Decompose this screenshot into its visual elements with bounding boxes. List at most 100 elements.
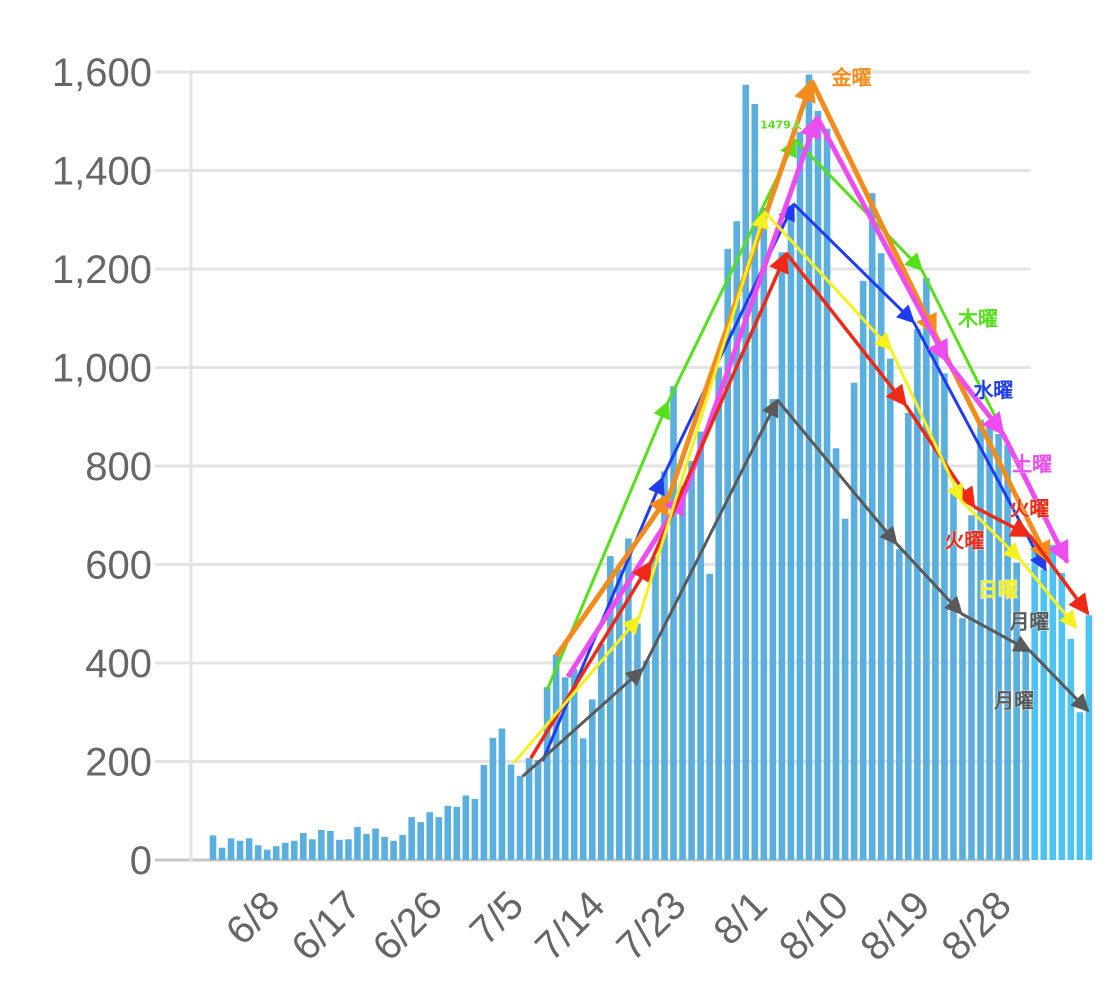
bar: [634, 623, 641, 860]
y-tick-label: 200: [85, 741, 152, 785]
weekday-trend-arrows: [512, 78, 1090, 778]
bar: [453, 806, 461, 860]
y-axis: 0 200 400 600 800 1,000 1,200 1,400 1,600: [52, 51, 193, 883]
bar: [480, 764, 488, 860]
bar: [552, 654, 560, 860]
bar: [1067, 638, 1075, 860]
bar: [336, 839, 343, 860]
bar: [850, 382, 858, 860]
bar: [408, 817, 415, 860]
bar: [507, 764, 515, 860]
bar: [841, 518, 849, 860]
bar: [661, 471, 668, 860]
bar: [318, 829, 325, 860]
bar: [679, 485, 686, 860]
trend-3: [565, 115, 1070, 679]
y-tick-label: 1,200: [52, 248, 152, 292]
bar: [877, 253, 885, 861]
bar: [254, 845, 262, 860]
bar: [281, 842, 289, 860]
trend-arrow-segment: [641, 398, 779, 670]
bar: [724, 248, 732, 860]
bar: [760, 207, 768, 860]
bar: [814, 110, 822, 861]
bar: [932, 350, 939, 860]
trend-arrow-segment: [960, 612, 1032, 653]
bar: [227, 838, 235, 860]
trend-arrow-segment: [1028, 534, 1090, 616]
bar: [616, 569, 623, 860]
trend-arrow-segment: [895, 542, 963, 616]
trend-arrow-segment: [889, 349, 963, 503]
weekday-label: 金曜: [831, 65, 872, 89]
x-axis: 6/86/176/26 7/57/147/23 8/18/108/198/28: [218, 883, 1020, 969]
y-tick-label: 400: [85, 642, 152, 686]
weekday-label: 火曜: [1009, 496, 1049, 520]
bar: [1076, 712, 1084, 860]
bar: [643, 660, 650, 860]
bar: [706, 573, 713, 860]
bar: [363, 833, 370, 860]
x-tick-label: 8/28: [934, 883, 1020, 969]
weekday-label: 日曜: [978, 578, 1018, 602]
weekday-label: 土曜: [1012, 452, 1052, 476]
x-tick-label: 7/14: [527, 883, 613, 969]
trend-6: [521, 398, 1090, 778]
x-tick-label: 7/5: [462, 883, 532, 953]
trend-arrow-segment: [945, 359, 1006, 436]
bar: [290, 840, 298, 860]
bar: [309, 839, 316, 860]
bar: [263, 849, 271, 860]
trend-5: [512, 210, 1078, 764]
x-tick-label: 6/26: [365, 883, 451, 969]
weekday-label: 月曜: [993, 688, 1034, 712]
y-tick-label: 1,000: [52, 347, 152, 391]
trend-arrow-segment: [960, 499, 1022, 561]
bar: [597, 643, 605, 860]
trend-arrow-segment: [809, 79, 938, 338]
bar: [399, 834, 406, 860]
bar: [796, 132, 804, 860]
weekday-label: 月曜: [1008, 610, 1049, 634]
bar: [995, 433, 1002, 860]
bar: [561, 677, 569, 860]
bar: [1049, 544, 1057, 860]
trend-arrow-segment: [554, 492, 672, 658]
bar: [1031, 544, 1039, 860]
bar: [941, 373, 948, 860]
trend-arrow-segment: [763, 210, 893, 352]
gridlines: [155, 70, 1030, 862]
y-tick-label: 1,600: [52, 51, 152, 95]
bar: [697, 431, 704, 860]
bar: [579, 738, 587, 860]
trend-arrow-segment: [521, 667, 645, 778]
bar: [534, 760, 542, 860]
bar: [345, 839, 352, 860]
bar: [471, 798, 479, 860]
bar: [381, 836, 388, 860]
bar: [435, 817, 443, 860]
bar: [498, 728, 506, 860]
bar: [959, 618, 966, 860]
bar: [950, 487, 957, 860]
bar: [868, 193, 876, 860]
x-tick-label: 8/1: [705, 883, 775, 953]
weekday-label: 木曜: [957, 307, 998, 331]
y-tick-label: 800: [85, 445, 152, 489]
bar: [715, 367, 722, 860]
bar: [543, 687, 551, 860]
bar: [218, 847, 226, 860]
y-tick-label: 600: [85, 544, 152, 588]
bar: [426, 812, 434, 860]
bar: [354, 827, 361, 860]
bar: [968, 515, 975, 860]
bar: [272, 846, 280, 860]
y-tick-label: 0: [130, 839, 152, 883]
trend-arrow-segment: [776, 399, 898, 546]
weekday-label: 火曜: [944, 528, 984, 552]
bar: [778, 252, 786, 860]
bar: [462, 795, 470, 860]
bars: [209, 74, 1093, 861]
